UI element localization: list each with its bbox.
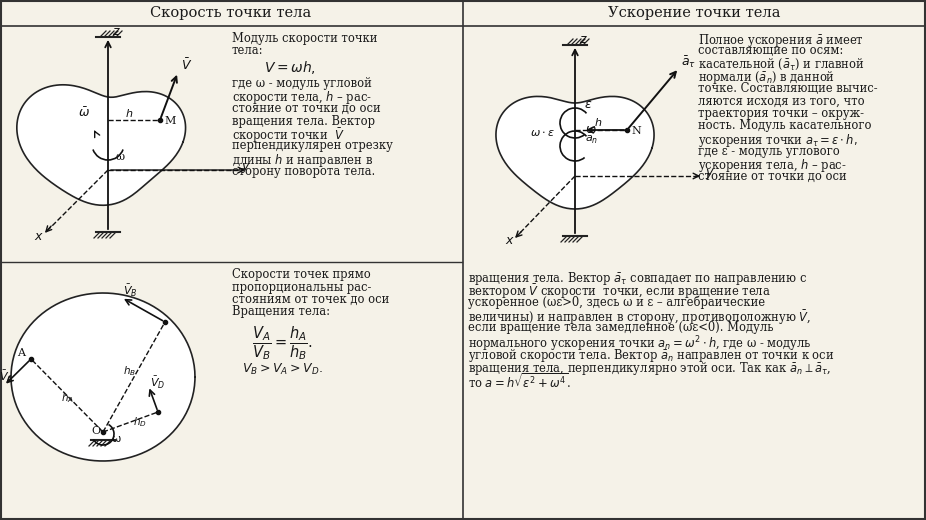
Text: A: A [17,348,25,358]
Text: ность. Модуль касательного: ность. Модуль касательного [698,120,871,133]
Text: y: y [705,166,712,179]
Text: стояниям от точек до оси: стояниям от точек до оси [232,293,389,306]
Text: z: z [579,33,585,46]
Text: $\bar{V}_A$: $\bar{V}_A$ [0,370,13,385]
Text: $V = \omega h,$: $V = \omega h,$ [264,59,316,76]
Text: вектором $\bar{V}$ скорости  точки, если вращение тела: вектором $\bar{V}$ скорости точки, если … [468,283,770,301]
Text: $\bar{\omega}$: $\bar{\omega}$ [78,107,90,120]
Text: Вращения тела:: Вращения тела: [232,305,330,318]
Text: $h_A$: $h_A$ [61,391,74,405]
Text: Полное ускорения $\bar{a}$ имеет: Полное ускорения $\bar{a}$ имеет [698,32,864,49]
Text: стояние от точки до оси: стояние от точки до оси [232,102,381,115]
Text: h: h [595,118,602,128]
Text: x: x [505,234,512,247]
Text: Модуль скорости точки: Модуль скорости точки [232,32,378,45]
Text: $\bar{V}$: $\bar{V}$ [181,58,193,73]
Text: траектория точки – окруж-: траектория точки – окруж- [698,107,864,120]
Text: скорости точки  $\bar{V}$: скорости точки $\bar{V}$ [232,127,344,146]
Text: вращения тела, перпендикулярно этой оси. Так как $\bar{a}_n \perp \bar{a}_\tau$,: вращения тела, перпендикулярно этой оси.… [468,360,832,376]
Text: $\bar{a}_\tau$: $\bar{a}_\tau$ [681,55,696,70]
Text: Скорость точки тела: Скорость точки тела [150,6,312,20]
Text: то $a = h\sqrt{\varepsilon^2 + \omega^4}$.: то $a = h\sqrt{\varepsilon^2 + \omega^4}… [468,372,570,392]
Text: Скорости точек прямо: Скорости точек прямо [232,268,370,281]
Text: M: M [164,116,175,126]
Text: вращения тела. Вектор $\bar{a}_\tau$ совпадает по направлению с: вращения тела. Вектор $\bar{a}_\tau$ сов… [468,270,807,287]
Text: ускоренное (ωε>0, здесь ω и ε – алгебраические: ускоренное (ωε>0, здесь ω и ε – алгебраи… [468,295,765,309]
Text: y: y [241,160,248,173]
Text: ω: ω [585,123,595,136]
Text: длины $h$ и направлен в: длины $h$ и направлен в [232,152,373,169]
Polygon shape [11,293,195,461]
Text: $\bar{V}_D$: $\bar{V}_D$ [150,375,166,392]
Text: если вращение тела замедленное (ωε<0). Модуль: если вращение тела замедленное (ωε<0). М… [468,321,773,334]
Text: ляются исходя из того, что: ляются исходя из того, что [698,95,865,108]
Text: x: x [34,230,42,243]
Text: $\dfrac{V_A}{V_B} = \dfrac{h_A}{h_B}.$: $\dfrac{V_A}{V_B} = \dfrac{h_A}{h_B}.$ [252,324,313,362]
Text: ω: ω [116,152,125,162]
Text: где ω - модуль угловой: где ω - модуль угловой [232,77,371,90]
Text: перпендикулярен отрезку: перпендикулярен отрезку [232,139,393,152]
Text: нормали ($\bar{a}_n$) в данной: нормали ($\bar{a}_n$) в данной [698,70,835,86]
Text: величины) и направлен в сторону, противоположную $\bar{V}$,: величины) и направлен в сторону, противо… [468,308,811,327]
Text: ω: ω [111,434,120,444]
Text: пропорциональны рас-: пропорциональны рас- [232,280,371,293]
Polygon shape [17,85,185,205]
Text: составляющие по осям:: составляющие по осям: [698,45,844,58]
Text: $\bar{V}_B$: $\bar{V}_B$ [123,283,138,299]
Text: ε: ε [585,98,592,111]
Text: z: z [112,25,119,38]
Text: N: N [631,126,641,136]
Text: где ε - модуль углового: где ε - модуль углового [698,145,840,158]
Text: угловой скорости тела. Вектор $\bar{a}_n$ направлен от точки к оси: угловой скорости тела. Вектор $\bar{a}_n… [468,347,834,364]
Text: нормального ускорения точки $a_n = \omega^2 \cdot h$, где ω - модуль: нормального ускорения точки $a_n = \omeg… [468,334,811,354]
Text: $h_D$: $h_D$ [133,415,147,429]
Text: $\omega \cdot \varepsilon$: $\omega \cdot \varepsilon$ [530,128,555,138]
Text: точке. Составляющие вычис-: точке. Составляющие вычис- [698,82,878,95]
Text: Ускорение точки тела: Ускорение точки тела [607,6,781,20]
Text: $h_B$: $h_B$ [123,364,136,378]
Text: сторону поворота тела.: сторону поворота тела. [232,164,375,177]
Text: O: O [91,426,100,436]
Text: $V_B > V_A > V_D.$: $V_B > V_A > V_D.$ [242,362,323,377]
Text: стояние от точки до оси: стояние от точки до оси [698,170,846,183]
Text: $\bar{a}_n$: $\bar{a}_n$ [585,132,598,146]
Text: h: h [126,109,133,119]
Text: вращения тела. Вектор: вращения тела. Вектор [232,114,375,127]
Text: ускорения тела, $h$ – рас-: ускорения тела, $h$ – рас- [698,157,846,174]
Text: касательной ($\bar{a}_\tau$) и главной: касательной ($\bar{a}_\tau$) и главной [698,57,865,72]
Polygon shape [496,96,654,209]
Text: скорости тела, $h$ – рас-: скорости тела, $h$ – рас- [232,89,372,107]
Text: ускорения точки $a_\tau = \varepsilon \cdot h,$: ускорения точки $a_\tau = \varepsilon \c… [698,132,857,149]
Text: тела:: тела: [232,45,264,58]
